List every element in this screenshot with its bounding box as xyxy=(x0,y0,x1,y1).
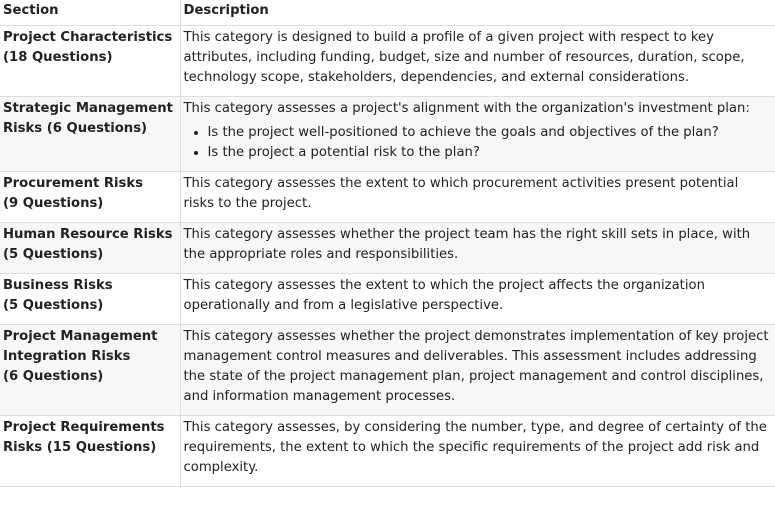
section-description: This category assesses whether the proje… xyxy=(179,324,775,416)
section-name: Project Requirements Risks (15 Questions… xyxy=(0,415,180,487)
table-row: Human Resource Risks (5 Questions) This … xyxy=(0,222,775,274)
table-row: Project Management Integration Risks (6 … xyxy=(0,324,775,416)
table-row: Project Requirements Risks (15 Questions… xyxy=(0,415,775,487)
bullet-list: Is the project well-positioned to achiev… xyxy=(184,123,773,163)
bullet-item: Is the project well-positioned to achiev… xyxy=(208,123,773,143)
table-header-row: Section Description xyxy=(0,0,775,26)
section-description: This category assesses a project's align… xyxy=(179,96,775,172)
bullet-item: Is the project a potential risk to the p… xyxy=(208,143,773,163)
table-row: Project Characteristics (18 Questions) T… xyxy=(0,25,775,97)
section-name: Project Management Integration Risks (6 … xyxy=(0,324,180,416)
section-name: Procurement Risks (9 Questions) xyxy=(0,171,180,223)
section-description: This category assesses the extent to whi… xyxy=(179,273,775,325)
section-name: Business Risks (5 Questions) xyxy=(0,273,180,325)
table-row: Business Risks (5 Questions) This catego… xyxy=(0,273,775,325)
table-row: Procurement Risks (9 Questions) This cat… xyxy=(0,171,775,223)
section-name: Project Characteristics (18 Questions) xyxy=(0,25,180,97)
section-column-header: Section xyxy=(0,0,180,26)
section-description: This category is designed to build a pro… xyxy=(179,25,775,97)
risk-sections-table: Section Description Project Characterist… xyxy=(0,0,775,487)
description-column-header: Description xyxy=(179,0,775,26)
section-name: Strategic Management Risks (6 Questions) xyxy=(0,96,180,172)
section-description: This category assesses the extent to whi… xyxy=(179,171,775,223)
section-description: This category assesses whether the proje… xyxy=(179,222,775,274)
section-description: This category assesses, by considering t… xyxy=(179,415,775,487)
table-row: Strategic Management Risks (6 Questions)… xyxy=(0,96,775,172)
section-name: Human Resource Risks (5 Questions) xyxy=(0,222,180,274)
